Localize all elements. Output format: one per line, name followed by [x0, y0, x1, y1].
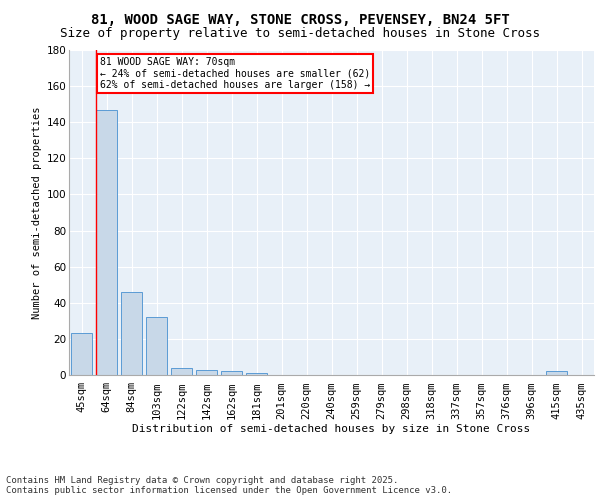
- Text: Size of property relative to semi-detached houses in Stone Cross: Size of property relative to semi-detach…: [60, 28, 540, 40]
- Bar: [96, 110, 117, 375]
- Bar: [221, 372, 242, 375]
- Text: 81, WOOD SAGE WAY, STONE CROSS, PEVENSEY, BN24 5FT: 81, WOOD SAGE WAY, STONE CROSS, PEVENSEY…: [91, 12, 509, 26]
- Bar: [196, 370, 217, 375]
- Bar: [121, 292, 142, 375]
- Bar: [246, 373, 267, 375]
- Bar: [146, 317, 167, 375]
- Text: Contains HM Land Registry data © Crown copyright and database right 2025.
Contai: Contains HM Land Registry data © Crown c…: [6, 476, 452, 495]
- Bar: [171, 368, 192, 375]
- Text: 81 WOOD SAGE WAY: 70sqm
← 24% of semi-detached houses are smaller (62)
62% of se: 81 WOOD SAGE WAY: 70sqm ← 24% of semi-de…: [100, 57, 370, 90]
- Y-axis label: Number of semi-detached properties: Number of semi-detached properties: [32, 106, 43, 319]
- Bar: [71, 334, 92, 375]
- Bar: [546, 372, 567, 375]
- X-axis label: Distribution of semi-detached houses by size in Stone Cross: Distribution of semi-detached houses by …: [133, 424, 530, 434]
